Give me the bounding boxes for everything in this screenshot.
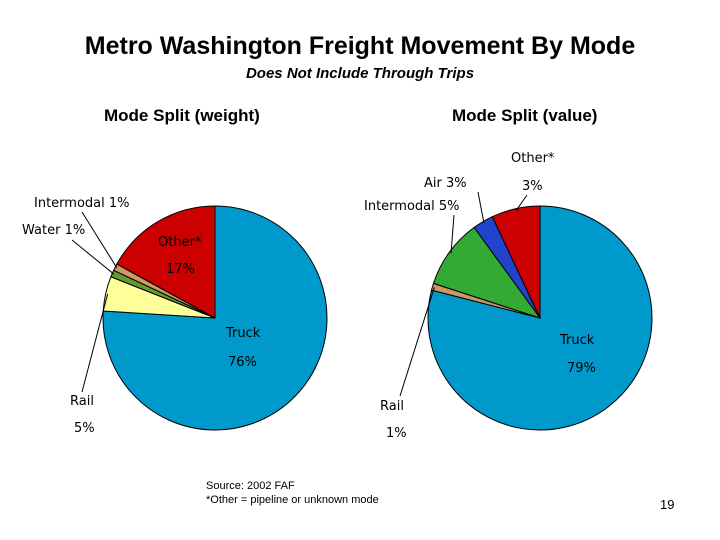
weight-slice-other bbox=[116, 205, 216, 319]
weight-water-leader bbox=[71, 239, 115, 275]
weight-other-value: 17% bbox=[166, 262, 195, 277]
weight-rail-value: 5% bbox=[74, 421, 95, 436]
weight-water-label: Water 1% bbox=[22, 223, 85, 238]
value-rail-leader bbox=[399, 287, 435, 397]
page-number: 19 bbox=[660, 497, 675, 512]
value-truck-value: 79% bbox=[567, 361, 596, 376]
value-other-name: Other* bbox=[511, 151, 555, 166]
slide-title: Metro Washington Freight Movement By Mod… bbox=[84, 32, 636, 60]
slide-subtitle: Does Not Include Through Trips bbox=[245, 65, 475, 82]
weight-other-name: Other* bbox=[158, 235, 202, 250]
value-pie bbox=[427, 205, 653, 431]
value-rail-name: Rail bbox=[380, 399, 404, 414]
weight-pie bbox=[102, 205, 328, 431]
value-rail-value: 1% bbox=[386, 426, 407, 441]
weight-truck-value: 76% bbox=[228, 355, 257, 370]
value-other-value: 3% bbox=[522, 179, 543, 194]
value-intermodal-leader bbox=[450, 214, 455, 254]
weight-truck-name: Truck bbox=[225, 326, 261, 341]
weight-rail-name: Rail bbox=[70, 394, 94, 409]
leader-lines bbox=[71, 191, 528, 397]
value-truck-name: Truck bbox=[559, 333, 595, 348]
weight-rail-leader bbox=[81, 293, 109, 393]
value-chart-title: Mode Split (value) bbox=[452, 106, 598, 125]
weight-chart-title: Mode Split (weight) bbox=[104, 106, 260, 125]
value-other-leader bbox=[515, 194, 528, 211]
value-intermodal-label: Intermodal 5% bbox=[364, 199, 460, 214]
source-note: Source: 2002 FAF bbox=[206, 480, 295, 492]
weight-intermodal-label: Intermodal 1% bbox=[34, 196, 130, 211]
other-footnote: *Other = pipeline or unknown mode bbox=[206, 494, 379, 506]
value-air-label: Air 3% bbox=[424, 176, 467, 191]
value-air-leader bbox=[477, 191, 485, 224]
weight-intermodal-leader bbox=[81, 211, 118, 269]
value-slice-other bbox=[491, 205, 541, 319]
